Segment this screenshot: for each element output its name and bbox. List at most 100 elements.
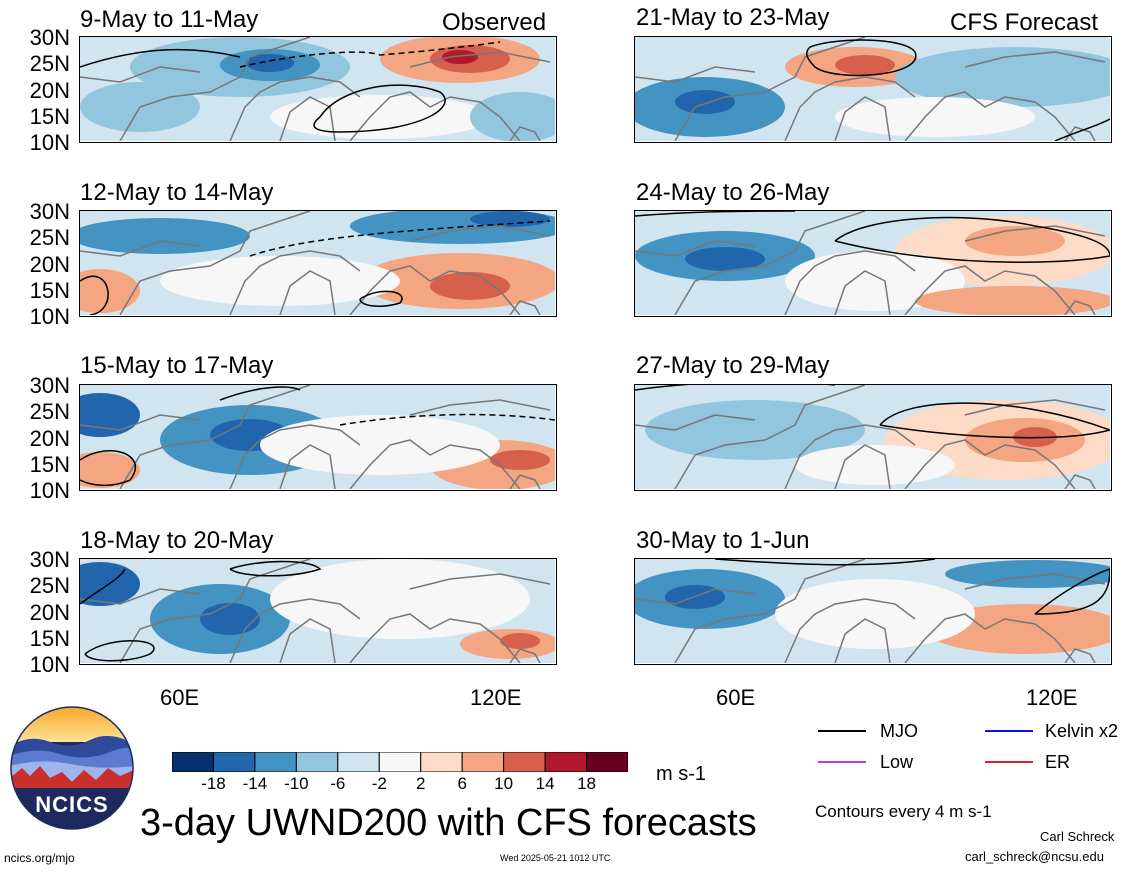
wind-anomaly-shade [895,47,1110,107]
map-shading [80,37,555,141]
coastline [635,240,756,257]
map-shading [80,211,555,315]
colorbar-tick-label: 10 [494,774,514,793]
legend-low-line [818,761,866,763]
coastline [784,250,916,315]
ncics-logo[interactable]: NCICS [10,706,134,830]
mjo-contour [834,216,1110,263]
mjo-contour [635,211,796,217]
site-link[interactable]: ncics.org/mjo [4,851,75,865]
legend-er-line [985,761,1033,763]
mjo-contour [249,220,551,257]
colorbar-tick-label: -18 [201,774,226,793]
legend-mjo-label: MJO [880,721,918,741]
lat-label: 30N [29,25,70,50]
lat-label: 20N [29,600,70,625]
panel-tag-observed: Observed [442,9,547,36]
coastline [635,66,756,83]
coastline [279,444,336,489]
coastline [904,439,1076,489]
coastline [229,424,361,489]
wind-anomaly-shade [775,579,975,649]
author-email[interactable]: carl_schreck@ncsu.edu [965,849,1104,864]
coastline [904,613,1076,663]
coastline [80,588,201,605]
map-panel-12-may-to-14-may [79,210,557,317]
lat-label: 20N [29,78,70,103]
lat-label: 30N [29,547,70,572]
colorbar-units: m s-1 [656,763,706,785]
coastline [1064,300,1096,315]
coastline [635,588,756,605]
wind-anomaly-shade [965,226,1065,256]
coastline [904,91,1076,141]
map-panel-15-may-to-17-may [79,384,557,491]
legend-mjo-line [818,730,866,732]
coastline [964,225,1106,242]
coastline [834,618,891,663]
legend-kelvin-line [985,730,1033,732]
coastline [80,414,201,431]
wind-anomaly-shade [80,452,140,488]
coastline [964,399,1106,416]
colorbar-swatch [544,751,588,773]
wind-anomaly-shade [675,90,735,114]
timestamp: Wed 2025-05-21 1012 UTC [500,853,611,863]
coastline [1064,474,1096,489]
panel-title-5: 21-May to 23-May [636,4,830,31]
map-panel-30-may-to-1-jun [634,558,1112,665]
mjo-contour [80,450,137,487]
coastline [784,424,916,489]
wind-anomaly-shade [500,633,540,649]
coastline [784,598,916,663]
map-panel-24-may-to-26-may [634,210,1112,317]
colorbar-swatch [461,751,505,773]
lat-label: 15N [29,278,70,303]
colorbar-tick-label: -2 [371,774,387,793]
mjo-contour [313,84,446,133]
lat-label: 25N [29,225,70,250]
colorbar-tick-label: -6 [330,774,346,793]
wind-anomaly-shade [270,95,490,139]
ncics-logo-icon [10,706,134,830]
panel-title-2: 12-May to 14-May [80,179,274,206]
lat-label: 25N [29,573,70,598]
lat-label: 20N [29,426,70,451]
mjo-contour [359,290,403,307]
lat-label: 15N [29,626,70,651]
wind-anomaly-shade [470,211,550,227]
mjo-contour [229,560,322,577]
map-panel-21-may-to-23-may [634,36,1112,143]
coastline [229,598,361,663]
coastline [80,66,201,83]
panel-title-4: 18-May to 20-May [80,527,274,554]
colorbar-swatch [337,751,380,773]
coastline [409,51,551,68]
lat-label: 20N [29,252,70,277]
map-panel-27-may-to-29-may [634,384,1112,491]
lon-label-120e-right: 120E [1026,685,1078,710]
colorbar-tick-label: -10 [284,774,309,793]
mjo-contour [80,48,241,68]
wind-anomaly-shade [490,450,550,470]
coastline [229,76,361,141]
lat-label: 10N [29,130,70,155]
lat-label: 10N [29,652,70,677]
colorbar-swatch [420,751,463,773]
wind-anomaly-shade [80,218,250,254]
panel-title-1: 9-May to 11-May [80,6,259,33]
coastline [119,211,311,315]
coastline [119,385,311,489]
coastline [964,573,1106,590]
coastline [784,76,916,141]
legend-kelvin-label: Kelvin x2 [1045,721,1119,741]
lon-label-60e-right: 60E [716,685,756,710]
lon-label-60e-left: 60E [160,685,200,710]
map-shading [635,385,1110,489]
lat-label: 10N [29,304,70,329]
coastline [635,414,756,431]
coastline [80,240,201,257]
mjo-contour [80,275,109,315]
lat-label: 30N [29,373,70,398]
wind-anomaly-shade [160,256,400,306]
